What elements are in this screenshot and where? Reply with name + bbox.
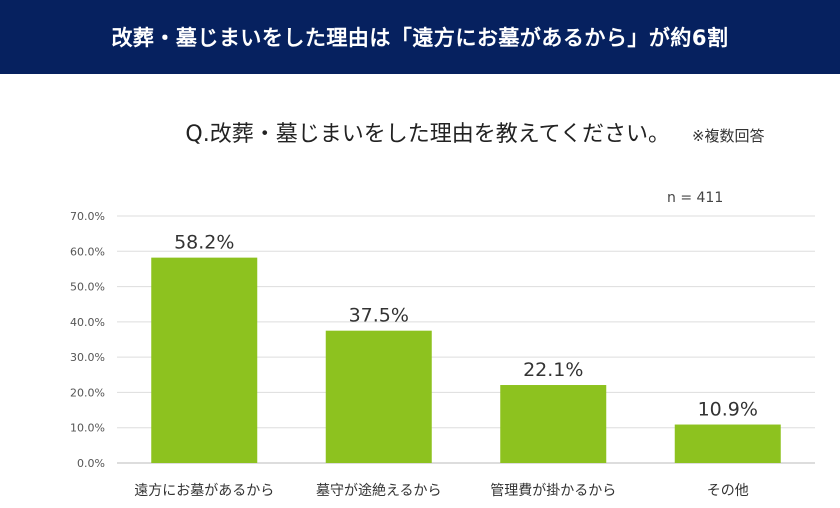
- chart-question: Q.改葬・墓じまいをした理由を教えてください。: [185, 122, 670, 147]
- bar: [674, 424, 781, 463]
- header-banner: 改葬・墓じまいをした理由は「遠方にお墓があるから」が約6割: [0, 0, 840, 74]
- category-label: 墓守が途絶えるから: [316, 482, 442, 499]
- y-tick-label: 70.0%: [70, 210, 105, 223]
- data-label: 22.1%: [523, 359, 583, 381]
- bar: [151, 257, 258, 463]
- category-label: その他: [707, 483, 749, 499]
- y-tick-label: 20.0%: [70, 386, 105, 399]
- sample-size: n = 411: [667, 190, 724, 206]
- data-label: 58.2%: [174, 232, 234, 254]
- bar: [500, 385, 607, 463]
- data-label: 37.5%: [349, 305, 409, 327]
- category-label: 遠方にお墓があるから: [134, 483, 274, 499]
- header-title: 改葬・墓じまいをした理由は「遠方にお墓があるから」が約6割: [111, 26, 729, 50]
- multiple-answer-note: ※複数回答: [691, 127, 765, 145]
- y-tick-label: 60.0%: [70, 245, 105, 258]
- question-row: Q.改葬・墓じまいをした理由を教えてください。 ※複数回答: [120, 116, 830, 148]
- data-label: 10.9%: [698, 399, 758, 421]
- y-tick-label: 40.0%: [70, 316, 105, 329]
- category-label: 管理費が掛かるから: [490, 483, 616, 499]
- bar: [325, 330, 432, 463]
- y-tick-label: 10.0%: [70, 422, 105, 435]
- y-tick-label: 30.0%: [70, 351, 105, 364]
- y-tick-label: 50.0%: [70, 281, 105, 294]
- y-tick-label: 0.0%: [77, 457, 105, 470]
